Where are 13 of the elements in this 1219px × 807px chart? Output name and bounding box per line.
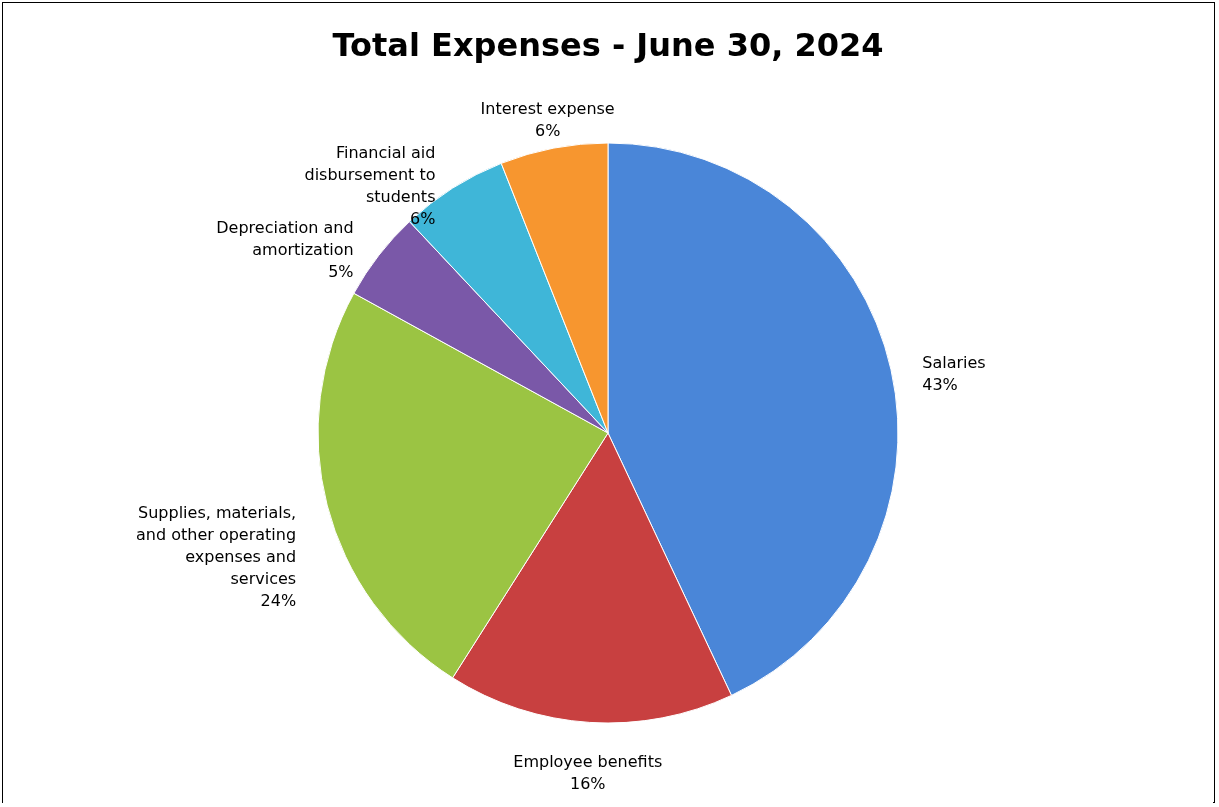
slice-label: Salaries — [922, 352, 986, 372]
data-label: 5% — [328, 261, 354, 281]
slice-label: Supplies, materials, and other operating expenses and services — [136, 503, 297, 589]
slice-label: Depreciation and amortization — [216, 217, 354, 259]
chart-title: Total Expenses - June 30, 2024 — [332, 26, 884, 64]
data-label: 6% — [410, 209, 436, 229]
data-label: 43% — [922, 374, 958, 394]
slice-label: Employee benefits — [513, 752, 663, 772]
data-label: 24% — [260, 591, 297, 611]
data-label: 16% — [570, 774, 606, 794]
data-label: 6% — [534, 120, 561, 140]
slice-label: Interest expense — [480, 98, 615, 118]
slice-label: Financial aid disbursement to students — [304, 143, 436, 207]
